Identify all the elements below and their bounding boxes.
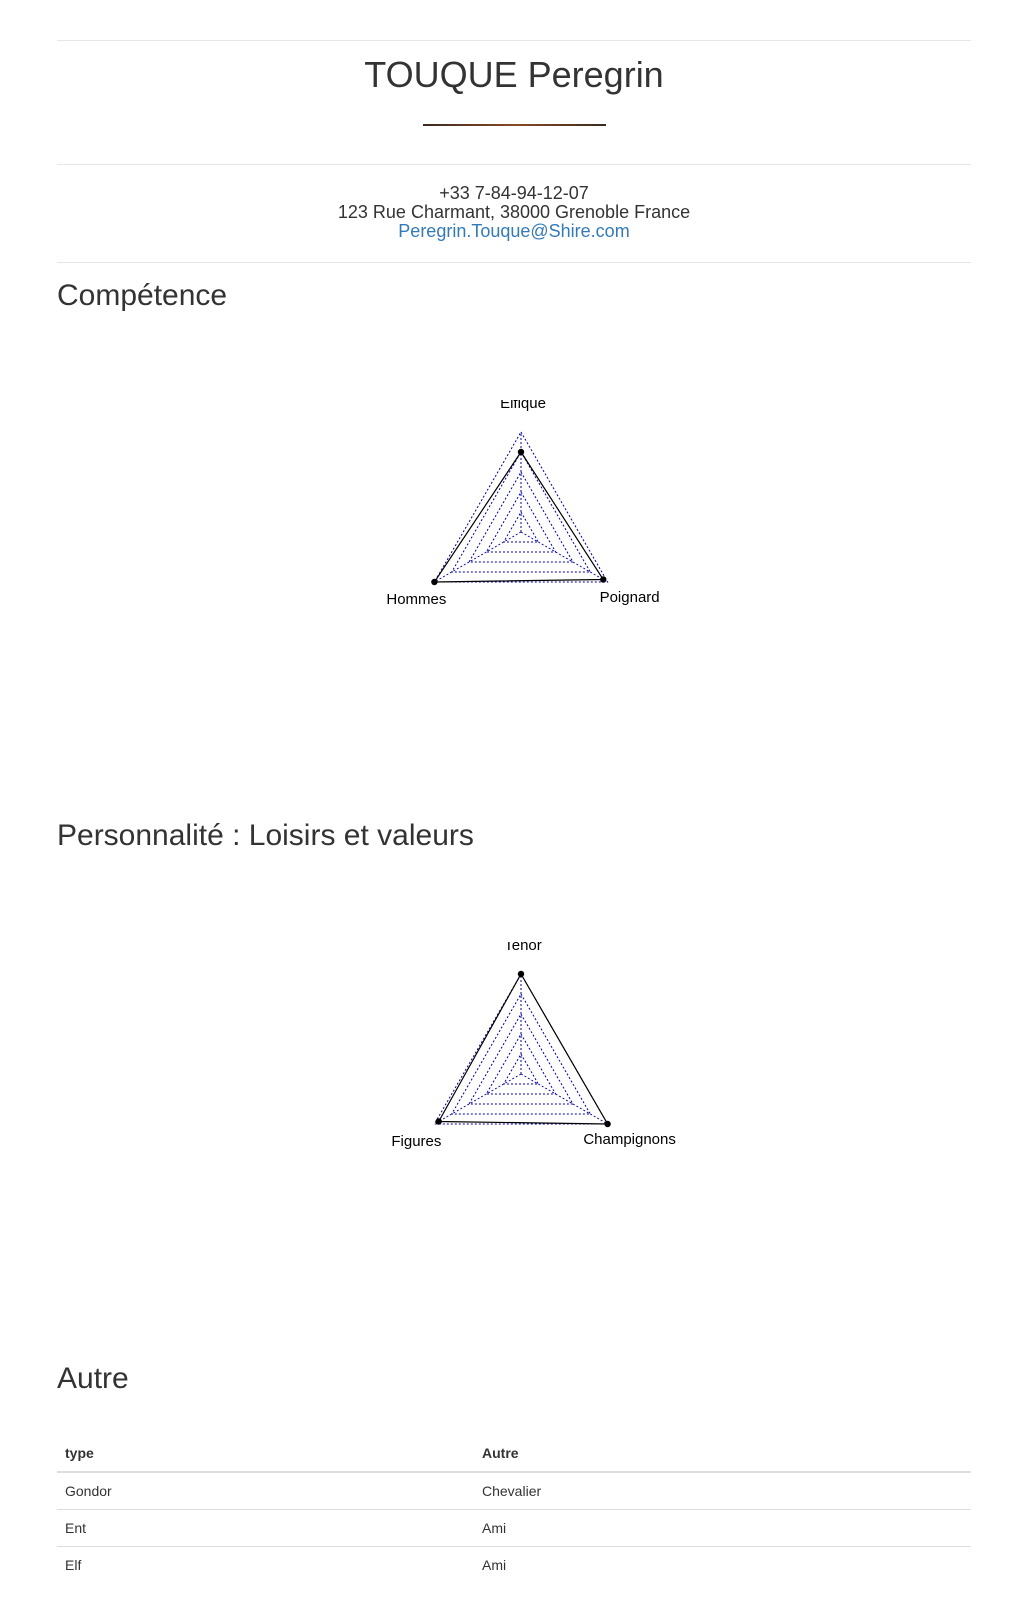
radar-grid-ring	[468, 1013, 574, 1105]
radar-grid-ring	[450, 451, 592, 573]
radar-grid-ring	[468, 471, 574, 563]
email-link[interactable]: Peregrin.Touque@Shire.com	[398, 221, 630, 241]
table-cell: Ent	[57, 1509, 474, 1547]
radar-axis-label: Tenor	[504, 942, 542, 954]
table-header-row: type Autre	[57, 1435, 971, 1473]
table-cell: Elf	[57, 1546, 474, 1583]
table-row: Elf Ami	[57, 1546, 971, 1583]
radar-axis-label: Champignons	[583, 1131, 676, 1148]
table-row: Gondor Chevalier	[57, 1471, 971, 1510]
radar-spoke	[434, 531, 522, 583]
radar-data-point	[517, 970, 525, 978]
radar-series-polygon	[437, 972, 609, 1125]
radar-data-point	[435, 1118, 442, 1125]
radar-grid-ring	[485, 491, 557, 553]
radar-axis-label: Hommes	[386, 591, 446, 608]
radar-spoke	[520, 531, 608, 583]
column-header-autre: Autre	[474, 1435, 971, 1473]
radar-grid-ring	[433, 972, 609, 1125]
divider	[57, 262, 971, 263]
person-name: TOUQUE Peregrin	[364, 54, 664, 95]
radar-grid-ring	[485, 1033, 557, 1095]
table-cell: Ami	[474, 1546, 971, 1583]
contact-block: +33 7-84-94-12-07 123 Rue Charmant, 3800…	[57, 184, 971, 241]
competence-radar-chart: Elfique Poignard Hommes	[386, 400, 660, 608]
table-row: Ent Ami	[57, 1509, 971, 1547]
radar-spoke	[520, 1073, 608, 1125]
radar-axis-label: Figures	[391, 1133, 441, 1150]
section-title-personnalite: Personnalité : Loisirs et valeurs	[57, 819, 474, 852]
section-title-competence: Compétence	[57, 279, 228, 312]
radar-grid-ring	[502, 510, 540, 543]
radar-series-polygon	[433, 450, 605, 583]
postal-address: 123 Rue Charmant, 38000 Grenoble France	[337, 202, 691, 222]
personnalite-radar-chart: Tenor Champignons Figures	[391, 942, 676, 1150]
radar-grid-ring	[433, 430, 609, 583]
radar-axis-label: Elfique	[500, 400, 546, 412]
phone-number: +33 7-84-94-12-07	[439, 183, 589, 203]
table-cell: Ami	[474, 1509, 971, 1547]
radar-data-point	[431, 578, 438, 586]
title-underline	[423, 124, 606, 126]
divider	[57, 40, 971, 41]
radar-grid-ring	[502, 1052, 540, 1085]
radar-grid-ring	[450, 993, 592, 1115]
table-cell: Gondor	[57, 1471, 474, 1510]
radar-data-point	[604, 1120, 611, 1128]
table-cell: Chevalier	[474, 1471, 971, 1510]
radar-axis-label: Poignard	[600, 589, 660, 606]
section-title-autre: Autre	[57, 1362, 129, 1395]
column-header-type: type	[57, 1435, 474, 1473]
divider	[57, 164, 971, 165]
autre-table: type Autre Gondor Chevalier Ent Ami Elf …	[57, 1435, 971, 1583]
radar-spoke	[434, 1073, 522, 1125]
radar-data-point	[517, 448, 525, 456]
radar-data-point	[600, 576, 607, 583]
